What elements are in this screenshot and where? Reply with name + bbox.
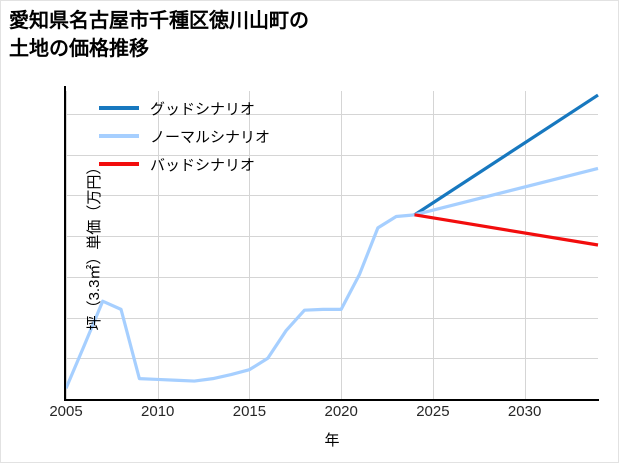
gridline-x-2005 bbox=[66, 91, 67, 399]
series-line-バッドシナリオ bbox=[414, 213, 599, 247]
gridline-x-2030 bbox=[524, 91, 526, 399]
series-line-ノーマルシナリオ bbox=[414, 166, 599, 217]
gridline-y-90 bbox=[66, 195, 598, 197]
legend-good[interactable]: グッドシナリオ bbox=[99, 97, 270, 119]
gridline-y-70 bbox=[66, 358, 598, 360]
x-tick-2005: 2005 bbox=[49, 403, 83, 420]
gridline-y-100 bbox=[66, 113, 598, 115]
gridline-x-2025 bbox=[432, 91, 434, 399]
legend-label: ノーマルシナリオ bbox=[150, 128, 271, 146]
gridline-y-95 bbox=[66, 154, 598, 156]
gridline-x-2010 bbox=[157, 91, 159, 399]
gridline-y-80 bbox=[66, 276, 598, 278]
plot-area: 65707580859095100 2005201020152020202520… bbox=[49, 86, 599, 449]
legend-label: グッドシナリオ bbox=[150, 100, 256, 118]
page-title: 愛知県名古屋市千種区徳川山町の 土地の価格推移 bbox=[9, 10, 309, 61]
legend-swatch-icon bbox=[99, 106, 139, 110]
x-tick-2010: 2010 bbox=[141, 403, 175, 420]
gridline-y-85 bbox=[66, 236, 598, 238]
legend-bad[interactable]: バッドシナリオ bbox=[99, 153, 270, 175]
gridline-x-2020 bbox=[341, 91, 343, 399]
legend-swatch-icon bbox=[99, 134, 139, 138]
plot-background bbox=[66, 91, 598, 399]
x-tick-2015: 2015 bbox=[232, 403, 267, 420]
series-line-グッドシナリオ bbox=[413, 93, 599, 217]
x-tick-2020: 2020 bbox=[324, 403, 358, 420]
legend-normal[interactable]: ノーマルシナリオ bbox=[99, 125, 270, 147]
gridline-y-75 bbox=[66, 317, 598, 319]
chart-lines bbox=[64, 93, 599, 390]
series-line-実績（ノーマルシナリオ） bbox=[64, 213, 415, 390]
x-tick-2030: 2030 bbox=[507, 403, 542, 420]
y-axis-line bbox=[64, 86, 66, 401]
x-tick-2025: 2025 bbox=[416, 403, 450, 420]
chart-legend: グッドシナリオ ノーマルシナリオ バッドシナリオ bbox=[99, 97, 270, 175]
legend-swatch-icon bbox=[99, 162, 139, 166]
y-axis-label: 坪（3.3㎡）単価（万円） bbox=[85, 159, 103, 331]
x-axis-label: 年 bbox=[324, 432, 340, 449]
legend-label: バッドシナリオ bbox=[150, 156, 256, 174]
x-axis-line bbox=[64, 399, 599, 401]
gridline-x-2015 bbox=[249, 91, 251, 399]
